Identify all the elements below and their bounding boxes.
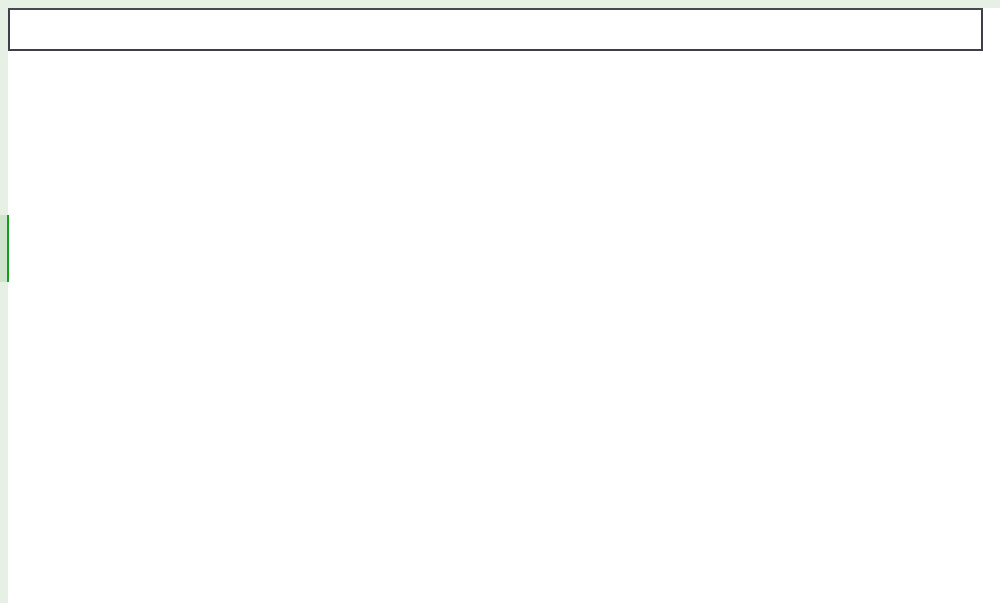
activity-plan-table — [8, 8, 983, 51]
sheet-margin-left — [0, 8, 8, 603]
sheet-margin-top — [0, 0, 1000, 8]
sheet-margin-bottom — [0, 603, 1000, 614]
page-title[interactable] — [8, 8, 983, 51]
title-row — [8, 8, 983, 51]
selected-cell-fill — [0, 215, 8, 282]
sheet-margin-right — [983, 8, 1000, 603]
selection-border-green — [7, 215, 9, 282]
